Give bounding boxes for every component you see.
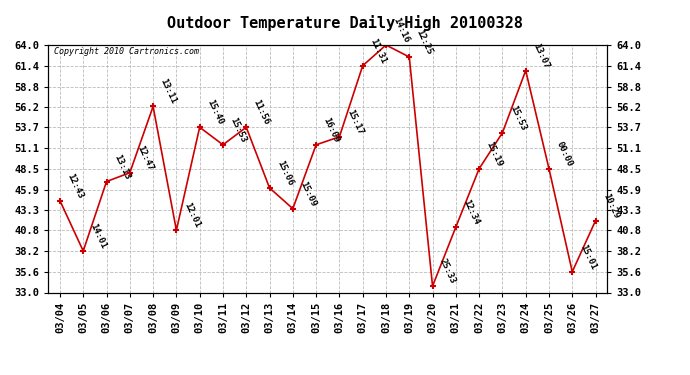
Text: 15:53: 15:53 (228, 116, 248, 144)
Text: Outdoor Temperature Daily High 20100328: Outdoor Temperature Daily High 20100328 (167, 15, 523, 31)
Text: 11:56: 11:56 (252, 98, 271, 126)
Text: Copyright 2010 Cartronics.com: Copyright 2010 Cartronics.com (54, 48, 199, 57)
Text: 12:01: 12:01 (182, 201, 201, 229)
Text: 12:43: 12:43 (66, 172, 85, 200)
Text: 10:29: 10:29 (601, 192, 620, 220)
Text: 15:06: 15:06 (275, 159, 295, 187)
Text: 12:34: 12:34 (462, 198, 481, 226)
Text: 14:16: 14:16 (391, 16, 411, 44)
Text: 15:19: 15:19 (484, 140, 504, 168)
Text: 11:31: 11:31 (368, 37, 388, 65)
Text: 12:47: 12:47 (135, 144, 155, 172)
Text: 15:09: 15:09 (298, 180, 318, 208)
Text: 15:53: 15:53 (508, 104, 527, 132)
Text: 14:01: 14:01 (89, 222, 108, 250)
Text: 13:13: 13:13 (112, 153, 132, 181)
Text: 15:17: 15:17 (345, 108, 364, 136)
Text: 00:00: 00:00 (555, 140, 574, 168)
Text: 13:11: 13:11 (159, 78, 178, 106)
Text: 25:33: 25:33 (438, 257, 457, 285)
Text: 16:09: 16:09 (322, 116, 341, 144)
Text: 15:01: 15:01 (578, 243, 598, 271)
Text: 12:25: 12:25 (415, 28, 434, 56)
Text: 15:40: 15:40 (205, 98, 225, 126)
Text: 13:07: 13:07 (531, 42, 551, 70)
